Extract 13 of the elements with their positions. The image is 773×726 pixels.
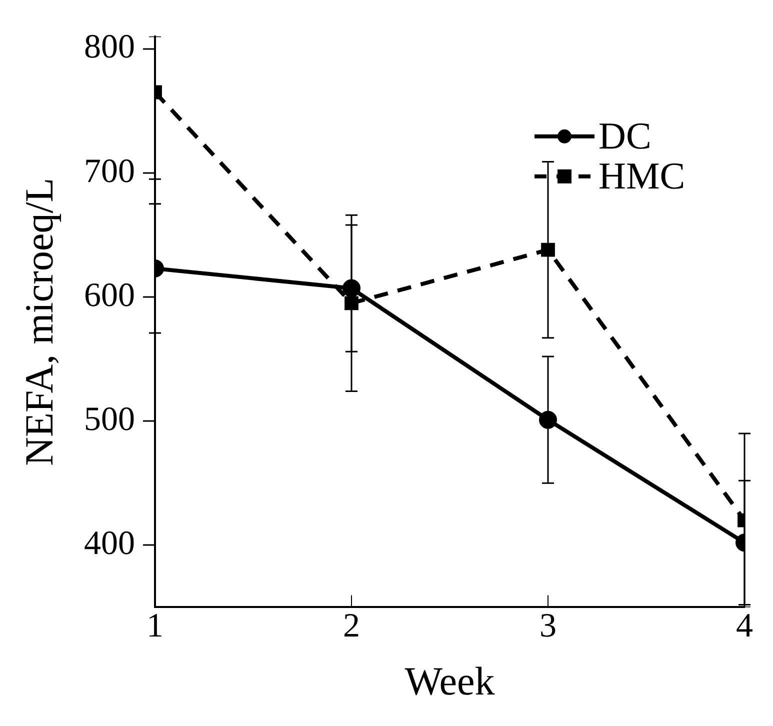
y-tick-label: 400 <box>84 525 135 562</box>
x-tick-label: 2 <box>343 608 360 645</box>
y-tick-label: 800 <box>84 28 135 66</box>
x-tick-label: 4 <box>736 608 753 645</box>
x-axis-title: Week <box>404 658 495 704</box>
x-tick-label: 3 <box>540 608 556 645</box>
legend-label: DC <box>598 115 652 158</box>
y-tick-label: 500 <box>84 400 135 438</box>
legend-label: HMC <box>598 155 686 198</box>
y-axis-title: NEFA, microeq/L <box>16 178 62 466</box>
y-tick-label: 700 <box>84 152 135 190</box>
x-tick-label: 1 <box>146 608 164 645</box>
y-tick-label: 600 <box>84 276 135 314</box>
